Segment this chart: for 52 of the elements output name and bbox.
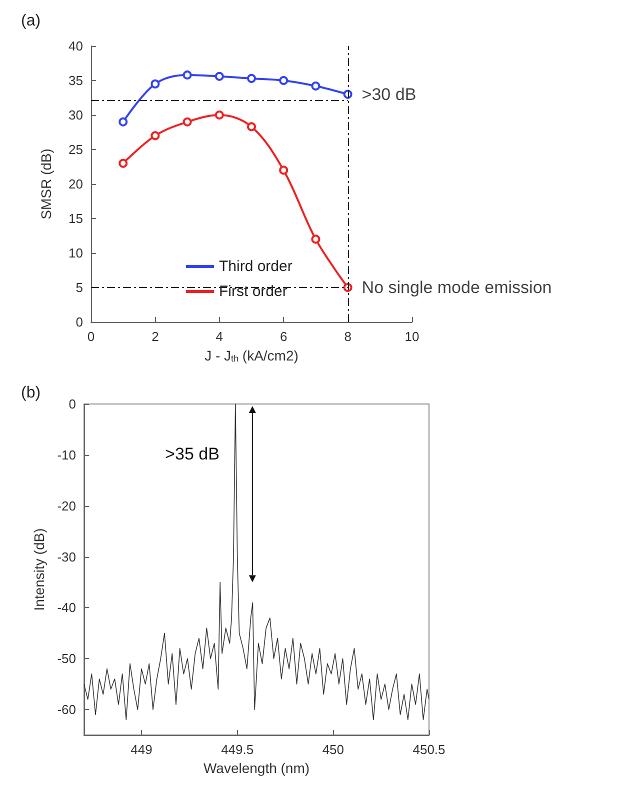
y-tick-label: -40	[57, 600, 76, 616]
y-tick-label: 20	[68, 176, 83, 192]
x-tick-label: 449.5	[221, 742, 254, 757]
annotation: >30 dB	[362, 84, 416, 104]
y-tick-label: -20	[57, 498, 76, 514]
x-tick-label: 450.5	[412, 742, 446, 757]
annotation: >35 dB	[165, 444, 220, 464]
point	[247, 122, 256, 132]
annotation: No single mode emission	[362, 278, 552, 297]
point	[182, 117, 192, 126]
x-tick-label: 0	[87, 329, 95, 344]
point	[247, 74, 256, 83]
chart-title: (b)	[21, 384, 41, 402]
legend-label: Third order	[219, 258, 292, 275]
y-tick-label: 0	[76, 314, 83, 330]
y-tick-label: -30	[57, 549, 76, 564]
point	[150, 131, 160, 140]
y-axis-title: Intensity (dB)	[31, 528, 47, 611]
y-tick-label: 25	[68, 142, 83, 157]
x-tick-label: 450	[322, 742, 344, 757]
x-tick-label: 6	[280, 329, 288, 344]
point	[118, 117, 128, 126]
point	[214, 72, 224, 81]
legend-label: First order	[219, 283, 288, 300]
y-axis-title: SMSR (dB)	[38, 148, 54, 220]
point	[311, 234, 320, 244]
x-axis-title: J - Jth (kA/cm2)	[204, 348, 298, 364]
line-series	[84, 404, 430, 720]
x-tick-label: 8	[344, 329, 352, 344]
x-tick-label: 10	[404, 329, 420, 344]
point	[118, 158, 128, 168]
y-tick-label: 10	[68, 246, 83, 260]
y-tick-label: -60	[57, 702, 76, 718]
point	[311, 82, 320, 91]
y-tick-label: -10	[57, 447, 76, 462]
point	[279, 166, 288, 175]
y-tick-label: 30	[68, 108, 83, 122]
y-tick-label: 40	[68, 38, 83, 54]
x-tick-label: 4	[216, 329, 224, 344]
point	[279, 76, 288, 85]
x-tick-label: 449	[130, 742, 152, 757]
y-tick-label: 0	[68, 396, 76, 412]
point	[214, 110, 224, 120]
y-tick-label: 15	[68, 211, 83, 226]
y-tick-label: 5	[76, 280, 83, 295]
y-tick-label: -50	[57, 651, 76, 666]
point	[150, 79, 160, 88]
chart-title: (a)	[21, 12, 41, 30]
x-axis-title: Wavelength (nm)	[203, 760, 310, 776]
y-tick-label: 35	[68, 73, 83, 88]
x-tick-label: 2	[152, 329, 159, 344]
point	[182, 70, 192, 80]
